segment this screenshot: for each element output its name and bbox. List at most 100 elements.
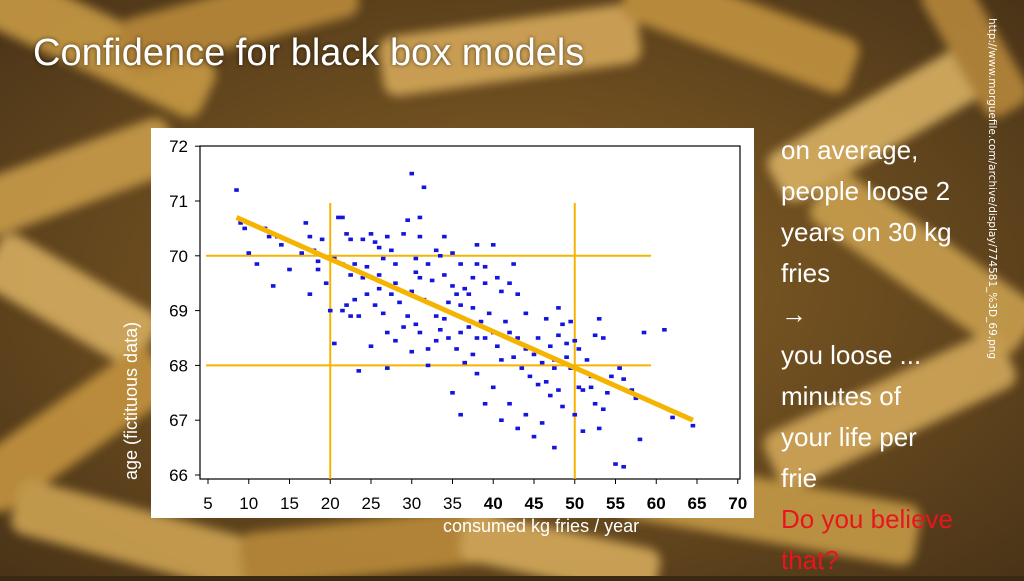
x-tick-label: 60 — [647, 494, 666, 513]
data-point — [446, 300, 451, 305]
data-point — [425, 262, 431, 266]
data-point — [433, 314, 439, 318]
data-point — [523, 311, 529, 316]
data-point — [433, 338, 439, 343]
data-point — [592, 401, 598, 406]
data-point — [568, 319, 573, 324]
data-point — [482, 264, 488, 269]
data-point — [560, 322, 565, 327]
data-point — [621, 464, 626, 469]
data-point — [315, 267, 321, 272]
data-point — [368, 232, 374, 236]
data-point — [462, 286, 468, 291]
data-point — [242, 226, 247, 231]
x-axis-label: consumed kg fries / year — [443, 516, 640, 536]
data-point — [572, 412, 578, 417]
data-point — [470, 352, 476, 357]
slide-title: Confidence for black box models — [33, 32, 585, 74]
data-point — [495, 344, 500, 349]
data-point — [409, 171, 415, 176]
data-point — [372, 303, 378, 307]
data-point — [515, 292, 520, 296]
scatter-chart-panel: 66 67 68 69 70 71 72 5 10 15 20 25 30 35 40 45 50 55 60 65… — [151, 128, 754, 518]
data-point — [580, 429, 586, 433]
side-text-line: years on 30 kg — [781, 217, 952, 247]
data-point — [490, 385, 496, 390]
data-point — [352, 297, 357, 302]
data-point — [482, 401, 488, 406]
data-point — [454, 347, 459, 351]
question-line: Do you believe — [781, 504, 953, 534]
y-tick-label: 71 — [169, 192, 188, 211]
data-point — [380, 311, 386, 316]
y-tick-label: 70 — [169, 247, 188, 266]
data-point — [539, 421, 545, 425]
data-point — [413, 270, 419, 275]
arrow-right-icon: → — [781, 299, 807, 329]
data-point — [360, 237, 366, 242]
data-point — [356, 314, 362, 318]
x-tick-label: 45 — [525, 494, 544, 513]
data-point — [572, 338, 578, 343]
data-point — [482, 336, 488, 340]
data-point — [458, 303, 463, 307]
x-tick-label: 20 — [321, 494, 340, 513]
data-point — [564, 355, 569, 359]
data-point — [600, 336, 606, 340]
data-point — [539, 360, 545, 365]
data-point — [376, 286, 382, 291]
data-point — [446, 336, 451, 340]
data-point — [564, 341, 569, 346]
data-point — [401, 325, 406, 329]
data-point — [425, 363, 431, 368]
data-point — [596, 317, 602, 321]
data-point — [234, 188, 239, 192]
data-point — [507, 401, 512, 406]
x-tick-label: 70 — [728, 494, 747, 513]
x-tick-label: 55 — [606, 494, 625, 513]
x-tick-label: 35 — [443, 494, 462, 513]
data-point — [466, 292, 472, 296]
data-point — [490, 243, 496, 247]
data-point — [507, 281, 512, 285]
data-point — [592, 333, 598, 338]
data-point — [340, 308, 345, 313]
data-point — [670, 415, 675, 420]
data-point — [450, 251, 455, 255]
data-point — [389, 248, 394, 253]
data-point — [584, 358, 590, 362]
data-point — [629, 388, 635, 392]
data-point — [450, 284, 455, 288]
x-tick-label: 50 — [565, 494, 584, 513]
question-line: that? — [781, 545, 839, 575]
data-point — [511, 355, 516, 359]
data-point — [417, 234, 423, 239]
data-point — [266, 234, 272, 239]
data-point — [621, 377, 626, 381]
data-point — [393, 262, 398, 266]
x-tick-label: 25 — [362, 494, 381, 513]
data-point — [417, 215, 423, 220]
data-point — [503, 319, 508, 324]
data-point — [543, 317, 549, 321]
data-point — [327, 308, 333, 313]
data-point — [466, 325, 472, 329]
data-point — [515, 426, 520, 431]
data-point — [425, 347, 431, 351]
data-point — [348, 273, 353, 277]
data-point — [507, 330, 512, 335]
side-text-line: frie — [781, 463, 818, 493]
data-point — [556, 306, 561, 310]
data-point — [393, 281, 398, 285]
data-point — [376, 245, 382, 250]
data-point — [552, 366, 557, 370]
y-tick-label: 68 — [169, 356, 188, 375]
data-point — [499, 418, 504, 422]
data-point — [364, 264, 370, 269]
data-point — [535, 382, 541, 387]
data-point — [303, 221, 309, 225]
data-point — [437, 254, 443, 258]
data-point — [270, 284, 276, 288]
data-point — [613, 462, 618, 466]
data-point — [495, 275, 500, 280]
